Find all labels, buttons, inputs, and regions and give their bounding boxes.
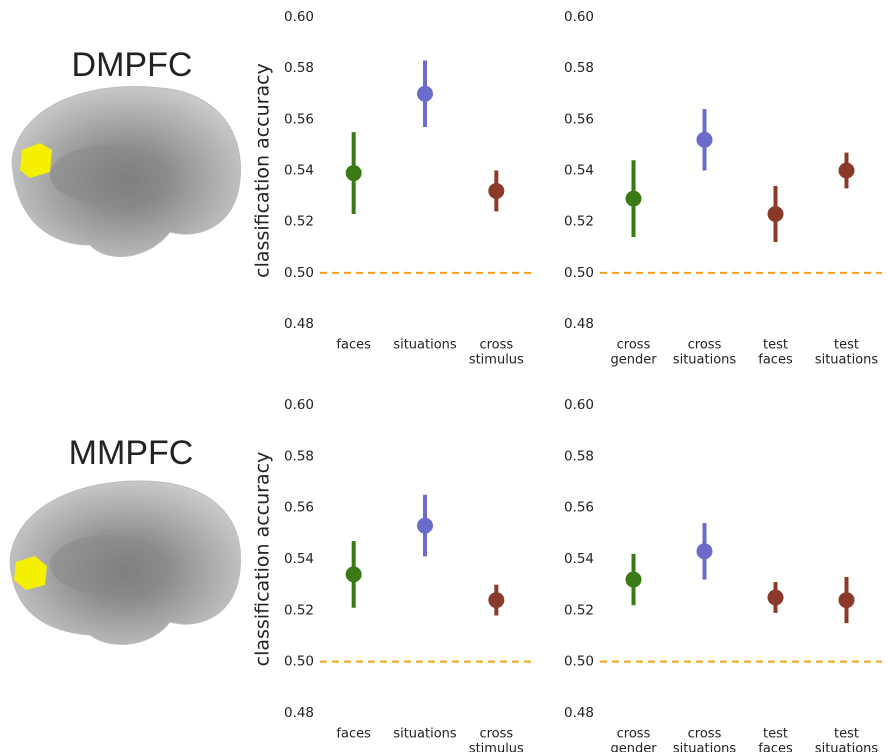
y-tick-label: 0.50	[284, 265, 314, 281]
point	[838, 592, 855, 609]
x-tick-label: situations	[393, 338, 457, 353]
x-tick-label: gender	[610, 353, 657, 368]
point	[488, 182, 505, 199]
y-tick-label: 0.48	[284, 316, 314, 332]
y-tick-label: 0.58	[564, 60, 594, 76]
x-tick-label: stimulus	[469, 742, 524, 753]
y-tick-label: 0.48	[284, 705, 314, 721]
x-tick-label: test	[763, 727, 788, 742]
x-tick-label: cross	[617, 727, 651, 742]
x-tick-label: faces	[336, 727, 371, 742]
x-tick-label: cross	[479, 338, 513, 353]
point	[417, 85, 433, 102]
y-axis-label: classification accuracy	[252, 452, 274, 667]
point	[696, 543, 713, 560]
y-tick-label: 0.56	[564, 111, 594, 127]
region-label: DMPFC	[72, 46, 193, 84]
y-tick-label: 0.58	[564, 448, 594, 464]
y-tick-label: 0.56	[564, 500, 594, 516]
y-tick-label: 0.58	[284, 448, 314, 464]
x-tick-label: situations	[815, 742, 879, 753]
point	[488, 592, 505, 609]
x-tick-label: test	[834, 338, 859, 353]
y-tick-label: 0.54	[284, 163, 314, 179]
y-tick-label: 0.56	[284, 500, 314, 516]
y-tick-label: 0.52	[564, 602, 594, 618]
x-tick-label: gender	[610, 742, 657, 753]
x-tick-label: cross	[617, 338, 651, 353]
point	[345, 165, 362, 182]
brain-image	[11, 86, 242, 257]
x-tick-label: situations	[393, 727, 457, 742]
y-tick-label: 0.58	[284, 60, 314, 76]
y-tick-label: 0.50	[564, 654, 594, 670]
point	[625, 571, 642, 588]
x-tick-label: cross	[479, 727, 513, 742]
y-tick-label: 0.50	[564, 265, 594, 281]
y-tick-label: 0.54	[564, 163, 594, 179]
x-tick-label: faces	[758, 353, 793, 368]
y-tick-label: 0.52	[564, 214, 594, 230]
y-tick-label: 0.60	[284, 397, 314, 413]
y-tick-label: 0.56	[284, 111, 314, 127]
x-tick-label: situations	[815, 353, 879, 368]
y-tick-label: 0.60	[564, 397, 594, 413]
region-label: MMPFC	[69, 434, 194, 472]
y-tick-label: 0.48	[564, 705, 594, 721]
x-tick-label: situations	[673, 742, 737, 753]
y-tick-label: 0.60	[564, 9, 594, 25]
x-tick-label: situations	[673, 353, 737, 368]
x-tick-label: test	[763, 338, 788, 353]
brain-image	[9, 480, 242, 645]
point	[838, 162, 855, 179]
y-tick-label: 0.54	[284, 551, 314, 567]
point	[625, 190, 642, 207]
y-tick-label: 0.50	[284, 654, 314, 670]
y-tick-label: 0.48	[564, 316, 594, 332]
y-axis-label: classification accuracy	[252, 63, 274, 278]
x-tick-label: cross	[688, 338, 722, 353]
x-tick-label: stimulus	[469, 353, 524, 368]
x-tick-label: test	[834, 727, 859, 742]
point	[345, 566, 362, 583]
x-tick-label: faces	[336, 338, 371, 353]
point	[417, 517, 433, 534]
point	[767, 205, 784, 222]
x-tick-label: cross	[688, 727, 722, 742]
point	[696, 131, 713, 148]
y-tick-label: 0.52	[284, 602, 314, 618]
point	[767, 589, 784, 606]
y-tick-label: 0.54	[564, 551, 594, 567]
x-tick-label: faces	[758, 742, 793, 753]
y-tick-label: 0.52	[284, 214, 314, 230]
y-tick-label: 0.60	[284, 9, 314, 25]
